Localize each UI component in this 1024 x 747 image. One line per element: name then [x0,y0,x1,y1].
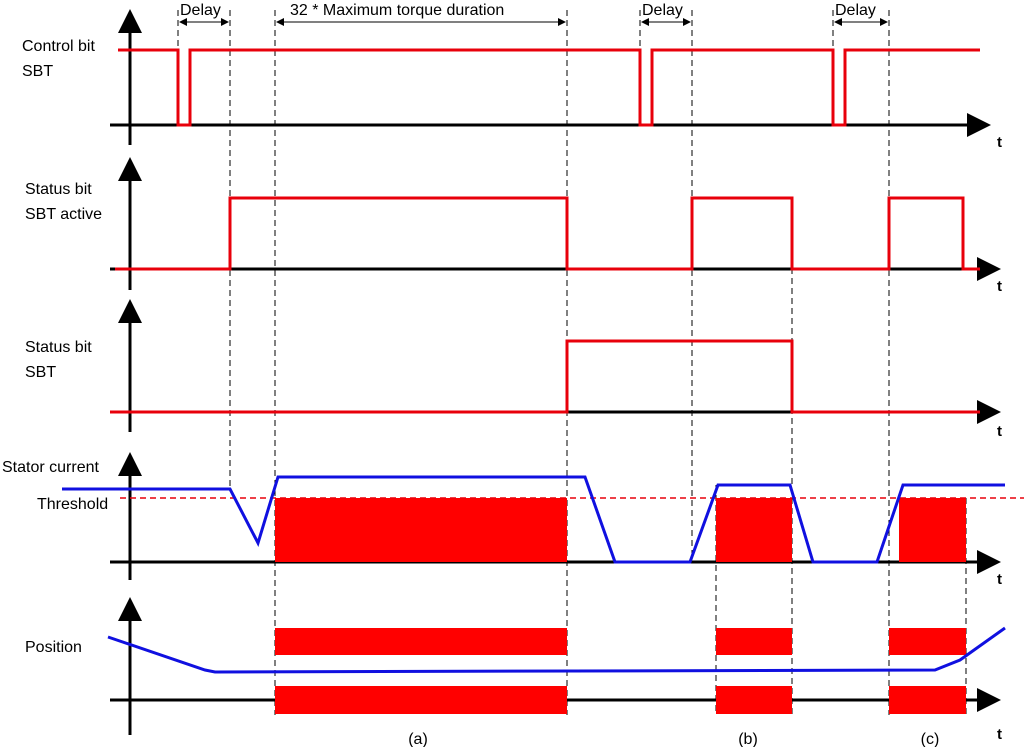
axis-label: t [997,571,1002,588]
labels: Delay 32 * Maximum torque duration Delay… [2,2,1002,747]
axis-label: t [997,726,1002,743]
signal-label: SBT active [25,206,102,223]
axis-label: t [997,278,1002,295]
signal-label: Stator current [2,459,99,476]
signal-label: Status bit [25,339,92,356]
signal-label: SBT [22,63,53,80]
dashed-guides [177,10,967,715]
signal-label: Status bit [25,181,92,198]
duration-label: 32 * Maximum torque duration [290,2,504,19]
case-label: (b) [738,731,758,747]
signal-label: Position [25,639,82,656]
case-label: (a) [408,731,428,747]
signal-label: SBT [25,364,56,381]
waveforms [62,48,1024,674]
signal-label: Control bit [22,38,95,55]
fills [275,498,966,714]
axis-label: t [997,423,1002,440]
delay-label: Delay [642,2,683,19]
axes [110,9,1001,735]
case-label: (c) [921,731,940,747]
signal-label: Threshold [37,496,108,513]
delay-label: Delay [180,2,221,19]
delay-label: Delay [835,2,876,19]
axis-label: t [997,134,1002,151]
